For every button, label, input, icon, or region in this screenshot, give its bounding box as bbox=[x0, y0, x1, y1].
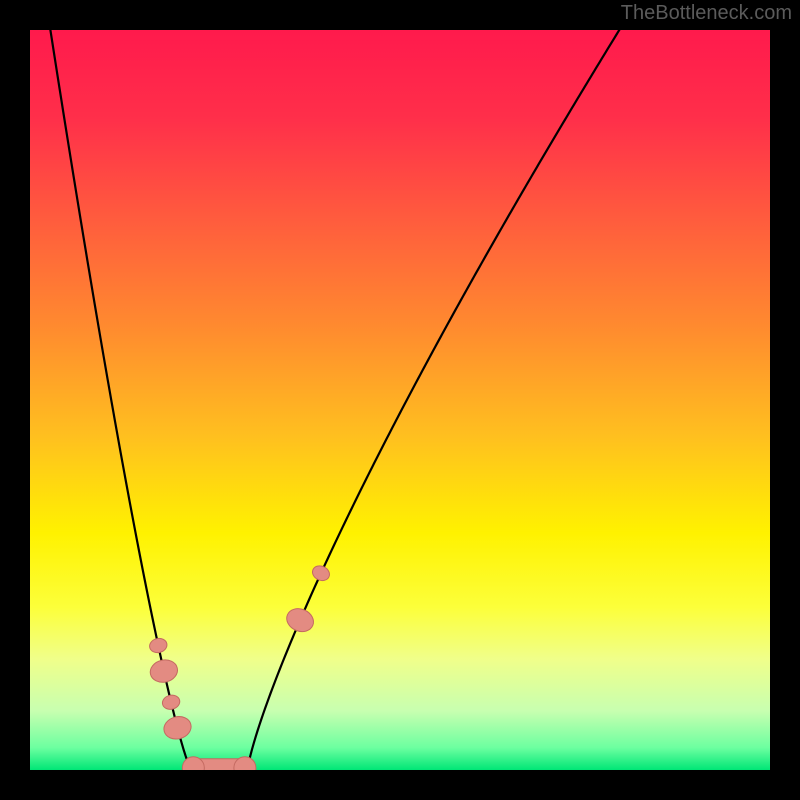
bottleneck-chart bbox=[0, 0, 800, 800]
watermark-text: TheBottleneck.com bbox=[621, 2, 792, 25]
plot-background bbox=[30, 30, 770, 770]
